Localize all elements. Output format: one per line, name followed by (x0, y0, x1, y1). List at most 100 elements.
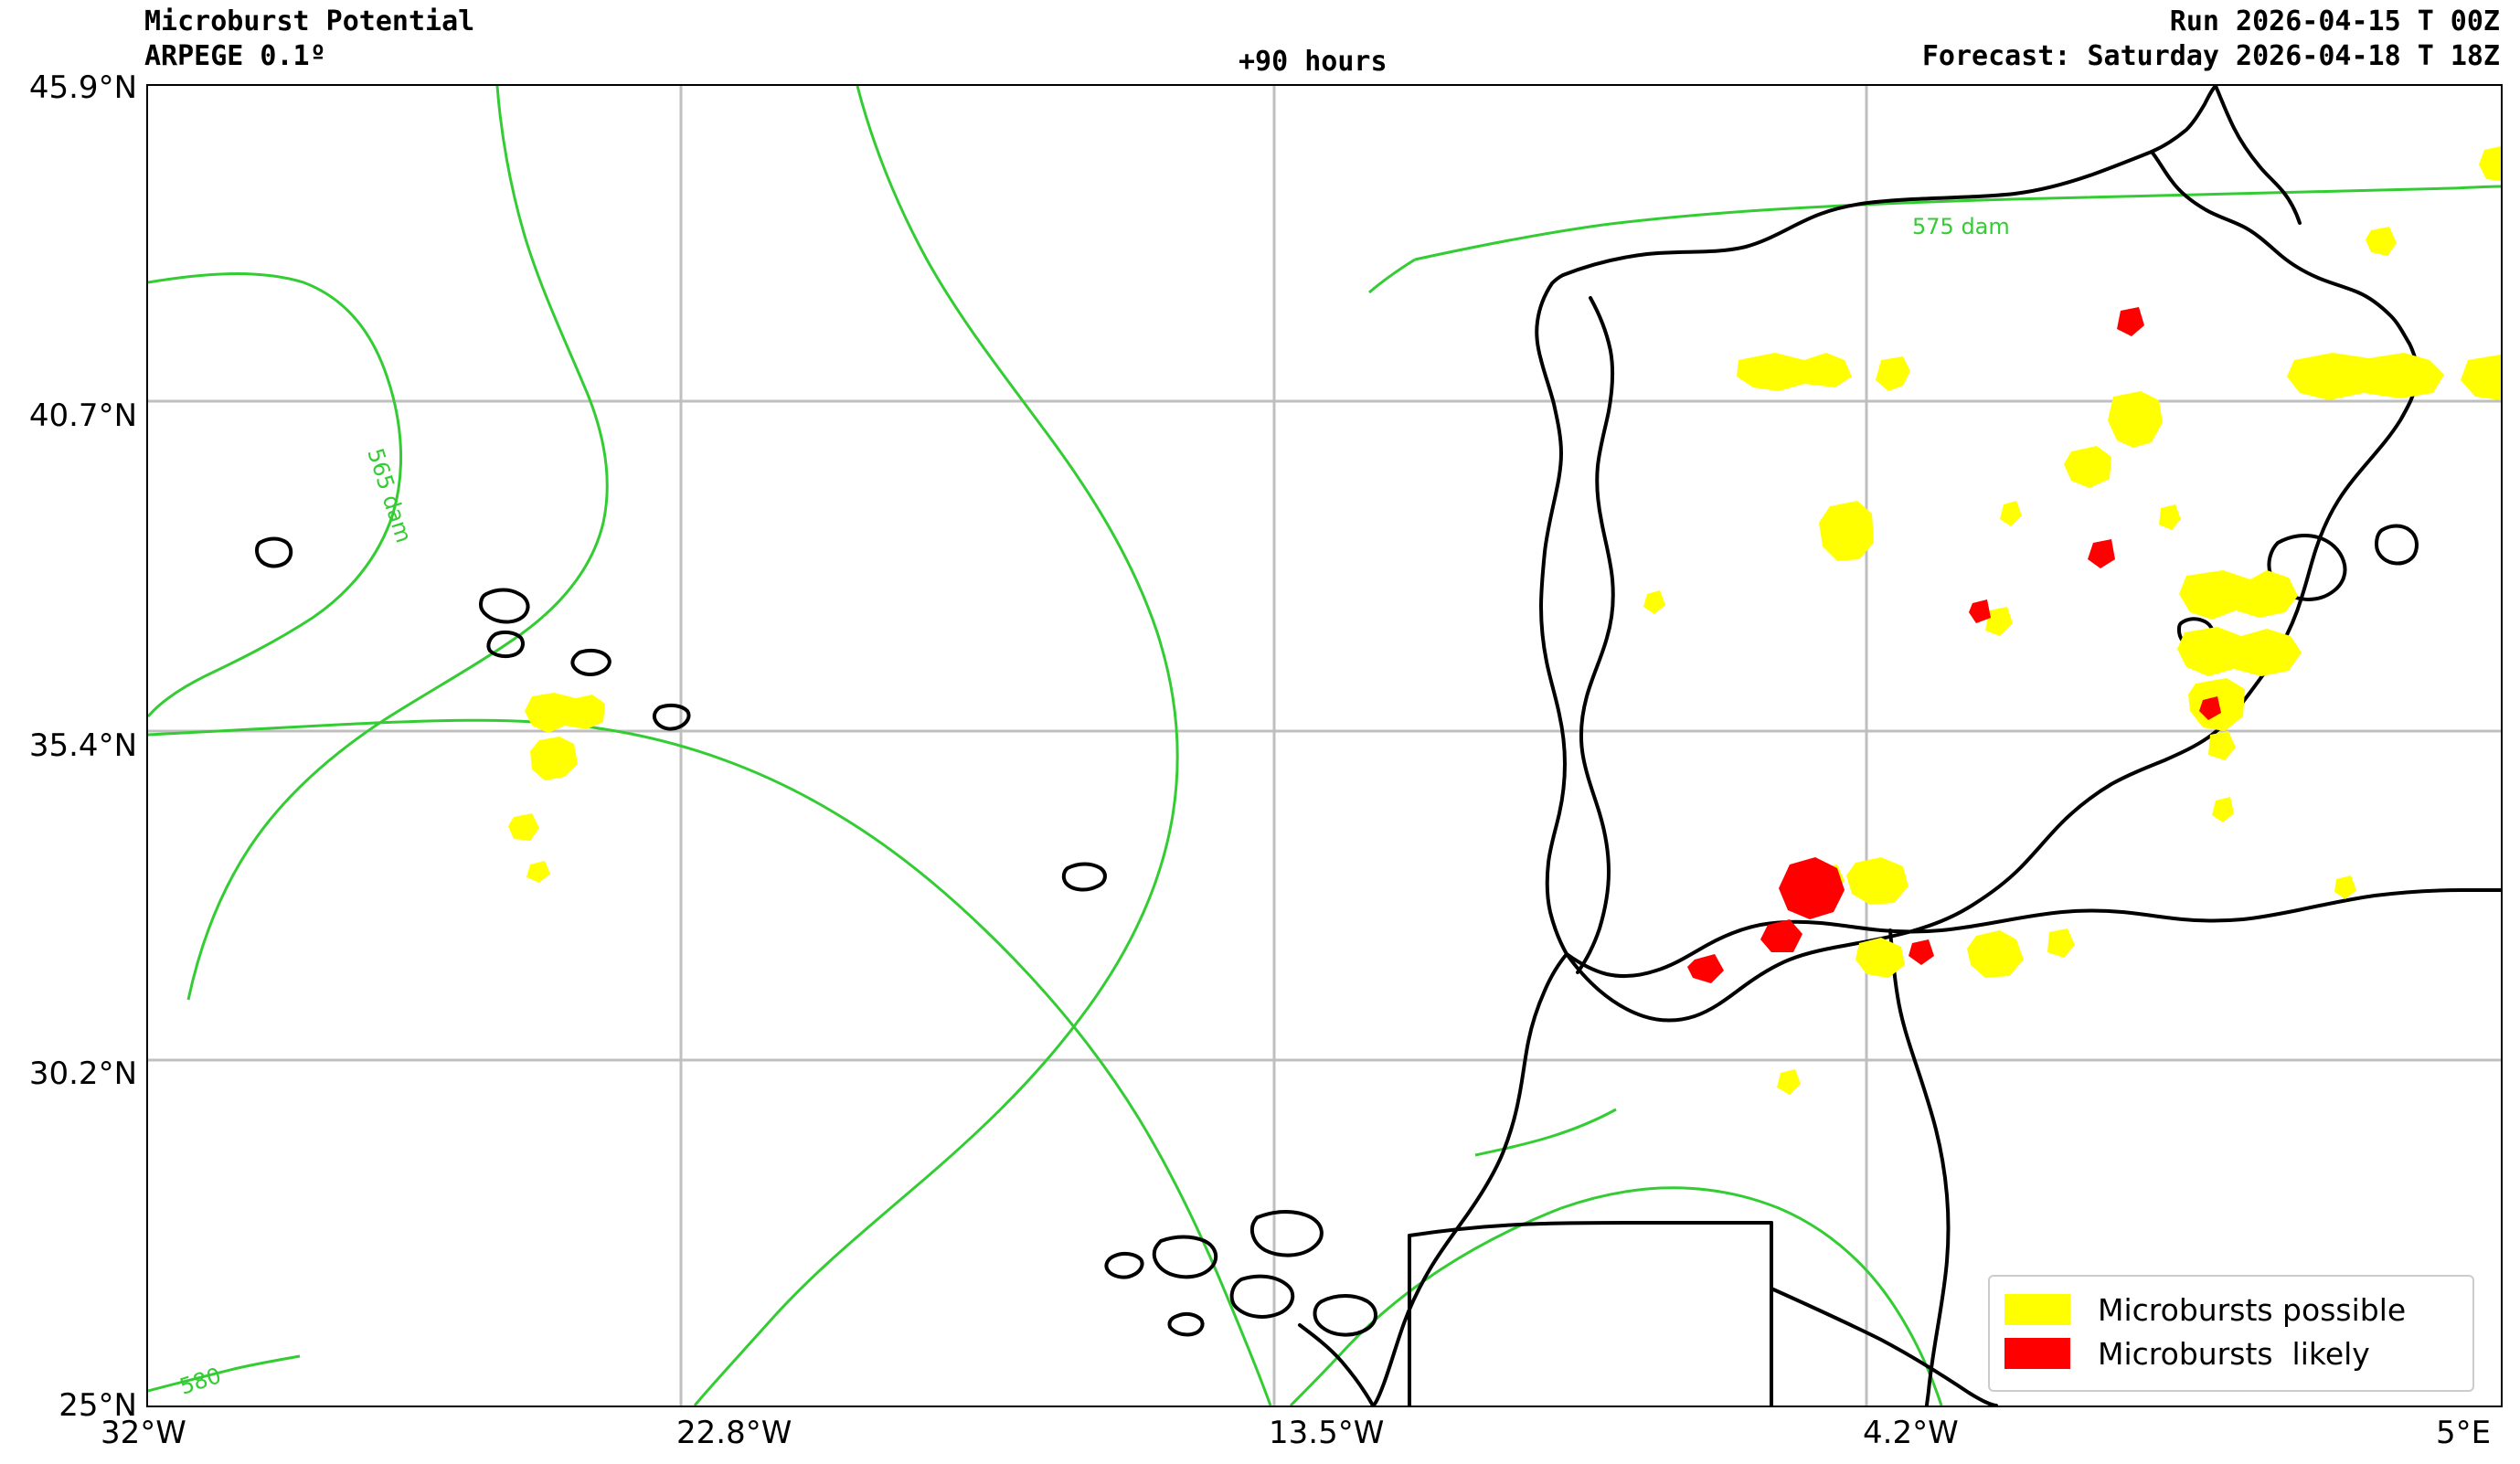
contour-575-sahara (1474, 1108, 1617, 1157)
border-pyrenees-east (2356, 291, 2411, 345)
possible-region-portugal (1643, 590, 1665, 614)
microburst-possible-regions (508, 146, 2501, 1095)
island-tenerife (1313, 1294, 1377, 1337)
contour-label-565: 565 dam (362, 445, 417, 546)
possible-region-central-spain-3 (2159, 504, 2181, 530)
possible-region-biscay (2366, 227, 2397, 256)
legend-swatch-possible (2004, 1294, 2070, 1325)
likely-region-central-spain-2 (1969, 599, 1991, 623)
legend-item-likely: Microbursts likely (2004, 1331, 2458, 1375)
possible-region-se-spain-5 (2212, 797, 2234, 822)
contour-lower-left (148, 718, 1272, 1406)
legend-swatch-likely (2004, 1338, 2070, 1369)
coast-morocco-atlantic (1371, 952, 1568, 1406)
possible-region-morocco-4 (1967, 930, 2024, 978)
legend: Microbursts possible Microbursts likely (1988, 1275, 2474, 1392)
geopotential-contours (148, 86, 2501, 1406)
microburst-likely-regions (1687, 307, 2221, 983)
contour-label-580: 580 (176, 1363, 224, 1400)
possible-region-west-spain (1819, 501, 1874, 561)
border-western-sahara-north (1408, 1220, 1773, 1237)
island-lanzarote (1249, 1210, 1324, 1257)
map-plot-area[interactable]: 565 dam 575 dam 580 (146, 84, 2503, 1407)
coast-morocco-atlantic-south (1298, 1323, 1375, 1406)
likely-region-morocco-4 (1909, 939, 1934, 965)
possible-region-central-spain-4 (1985, 607, 2013, 636)
coastlines (255, 86, 2501, 1406)
y-tick-label-2: 35.4°N (28, 727, 137, 764)
coast-cantabrian (1561, 86, 2217, 277)
possible-region-atlantic-4 (526, 861, 550, 883)
border-morocco-algeria (1888, 928, 1951, 1406)
possible-region-isolated-1 (2000, 501, 2022, 526)
possible-region-se-spain-2 (2177, 627, 2302, 676)
possible-region-north-spain-1 (1737, 353, 1852, 391)
contour-565-left (148, 272, 403, 717)
x-tick-label-4: 5°E (2436, 1415, 2492, 1451)
contour-sahara-arc (1560, 1186, 1943, 1406)
coast-huelva (1545, 762, 1568, 956)
coast-portugal-south (1539, 550, 1567, 766)
y-tick-label-1: 40.7°N (28, 398, 137, 434)
possible-region-france-edge (2479, 146, 2501, 181)
coast-gibraltar-west (1565, 952, 1742, 1023)
possible-region-pyrenees-1 (2287, 353, 2444, 400)
island-desertas (652, 703, 691, 731)
contour-570-atlantic (693, 86, 1179, 1406)
likely-region-north-spain (2117, 307, 2144, 336)
island-selvagens (1061, 862, 1107, 892)
x-tick-label-1: 22.8°W (676, 1415, 792, 1451)
coast-portugal-north (1535, 273, 1565, 362)
run-time-label: Run 2026-04-15 T 00Z (2169, 5, 2500, 37)
likely-region-morocco-2 (1760, 919, 1802, 952)
likely-region-morocco-3 (1687, 954, 1724, 983)
contour-575-north-tail (1368, 258, 1416, 294)
possible-region-morocco-1 (1846, 857, 1909, 905)
border-pyrenees (2150, 150, 2360, 294)
legend-item-possible: Microbursts possible (2004, 1288, 2458, 1331)
island-azores-small (255, 536, 293, 568)
possible-region-morocco-5 (2047, 928, 2075, 958)
y-tick-label-4: 25°N (58, 1387, 137, 1424)
y-tick-label-0: 45.9°N (28, 69, 137, 106)
legend-label-possible: Microbursts possible (2098, 1291, 2407, 1328)
possible-region-se-spain-1 (2179, 570, 2298, 620)
possible-region-central-spain-2 (2064, 446, 2111, 488)
possible-region-sahara (1777, 1069, 1801, 1095)
coast-mediterranean-africa (1565, 888, 2501, 979)
island-porto-santo (570, 648, 611, 676)
coast-portugal-mid (1539, 358, 1563, 554)
possible-region-central-spain-1 (2108, 391, 2163, 448)
possible-region-north-spain-2 (1876, 356, 1910, 391)
island-madeira-2 (486, 630, 525, 659)
contour-565-mid (186, 86, 609, 1001)
coast-france-west (2214, 86, 2302, 225)
page-title: Microburst Potential (144, 5, 475, 37)
island-menorca (2375, 524, 2419, 566)
possible-region-atlantic-1 (525, 693, 605, 733)
contour-label-575: 575 dam (1912, 214, 2010, 239)
contour-sahara-arc-west (1289, 1206, 1562, 1406)
x-tick-label-2: 13.5°W (1269, 1415, 1385, 1451)
border-mali-diagonal (1770, 1287, 1998, 1406)
island-madeira (479, 588, 530, 624)
possible-region-pyrenees-2 (2461, 355, 2501, 400)
contour-575-north (1414, 185, 2501, 261)
contour-580-bottomleft (148, 1354, 301, 1393)
map-canvas[interactable]: 565 dam 575 dam 580 (148, 86, 2501, 1406)
possible-region-atlantic-3 (508, 813, 539, 841)
possible-region-atlantic-2 (530, 737, 578, 780)
island-la-palma (1104, 1251, 1144, 1279)
legend-label-likely: Microbursts likely (2098, 1335, 2370, 1372)
possible-region-morocco-3 (1855, 938, 1905, 978)
y-tick-label-3: 30.2°N (28, 1056, 137, 1092)
likely-region-central-spain (2088, 539, 2115, 568)
x-tick-label-3: 4.2°W (1863, 1415, 1959, 1451)
lead-time-label: +90 hours (1239, 46, 1388, 78)
border-portugal-spain (1576, 296, 1615, 974)
island-el-hierro (1167, 1311, 1205, 1337)
island-fuerteventura (1152, 1235, 1218, 1279)
x-tick-label-0: 32°W (101, 1415, 186, 1451)
forecast-time-label: Forecast: Saturday 2026-04-18 T 18Z (1921, 40, 2500, 72)
